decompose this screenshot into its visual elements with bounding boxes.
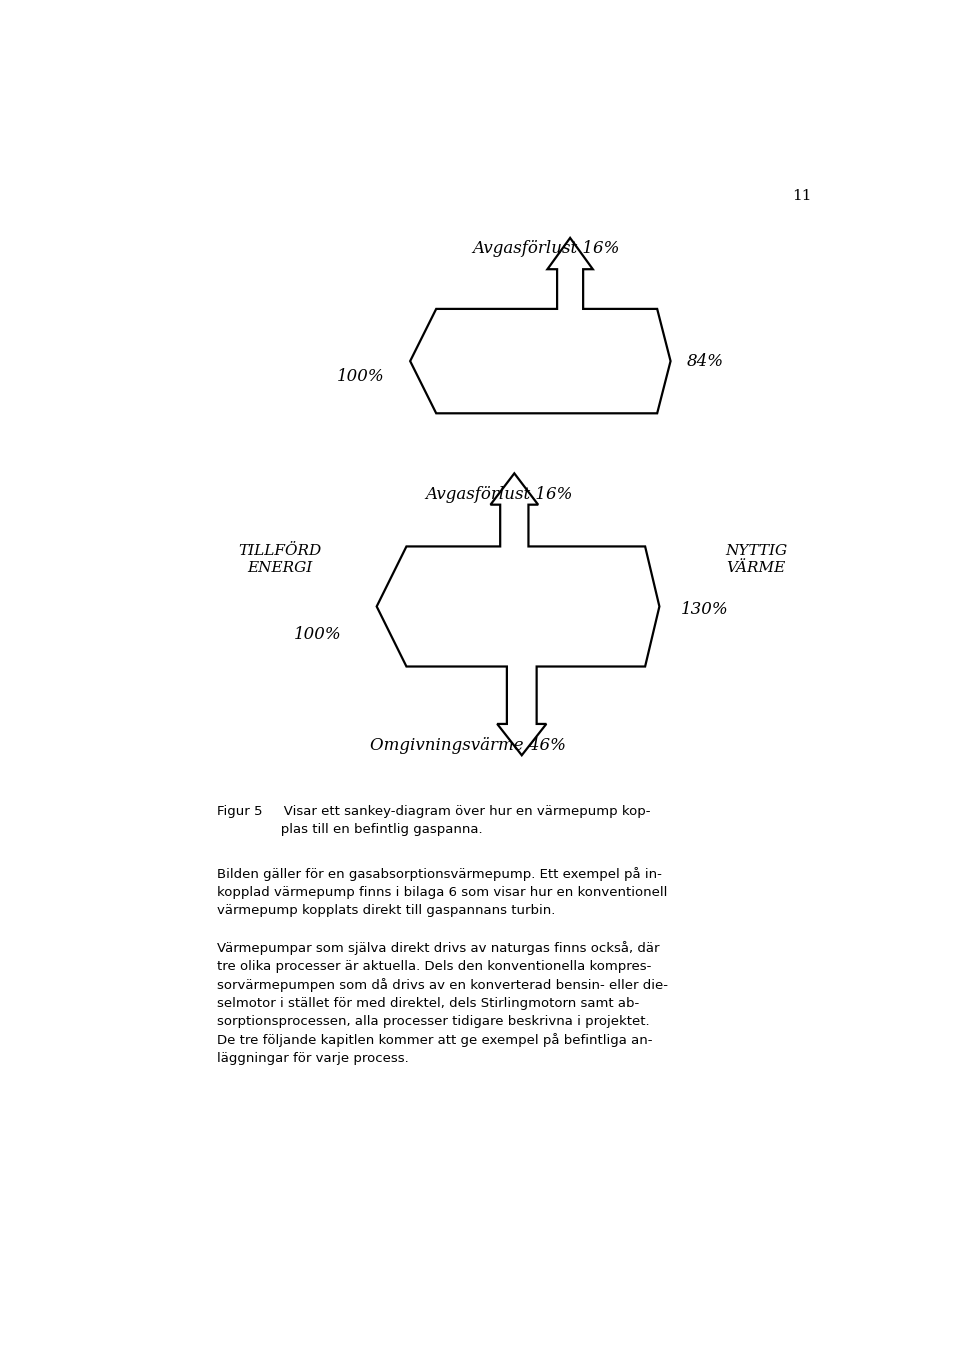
Text: TILLFÖRD
ENERGI: TILLFÖRD ENERGI (238, 544, 322, 575)
Text: Figur 5     Visar ett sankey-diagram över hur en värmepump kop-
               p: Figur 5 Visar ett sankey-diagram över hu… (217, 805, 650, 835)
Text: NYTTIG
VÄRME: NYTTIG VÄRME (725, 544, 787, 575)
Text: Avgasförlust 16%: Avgasförlust 16% (425, 485, 573, 503)
Text: Omgivningsvärme 46%: Omgivningsvärme 46% (371, 738, 566, 754)
Text: 100%: 100% (337, 369, 384, 385)
Text: Bilden gäller för en gasabsorptionsvärmepump. Ett exempel på in-
kopplad värmepu: Bilden gäller för en gasabsorptionsvärme… (217, 868, 667, 918)
Text: 100%: 100% (294, 626, 342, 643)
Text: 84%: 84% (687, 353, 724, 370)
Text: Avgasförlust 16%: Avgasförlust 16% (472, 240, 619, 256)
Text: 130%: 130% (681, 601, 729, 618)
Text: 11: 11 (792, 188, 812, 203)
Text: Värmepumpar som själva direkt drivs av naturgas finns också, där
tre olika proce: Värmepumpar som själva direkt drivs av n… (217, 941, 668, 1066)
